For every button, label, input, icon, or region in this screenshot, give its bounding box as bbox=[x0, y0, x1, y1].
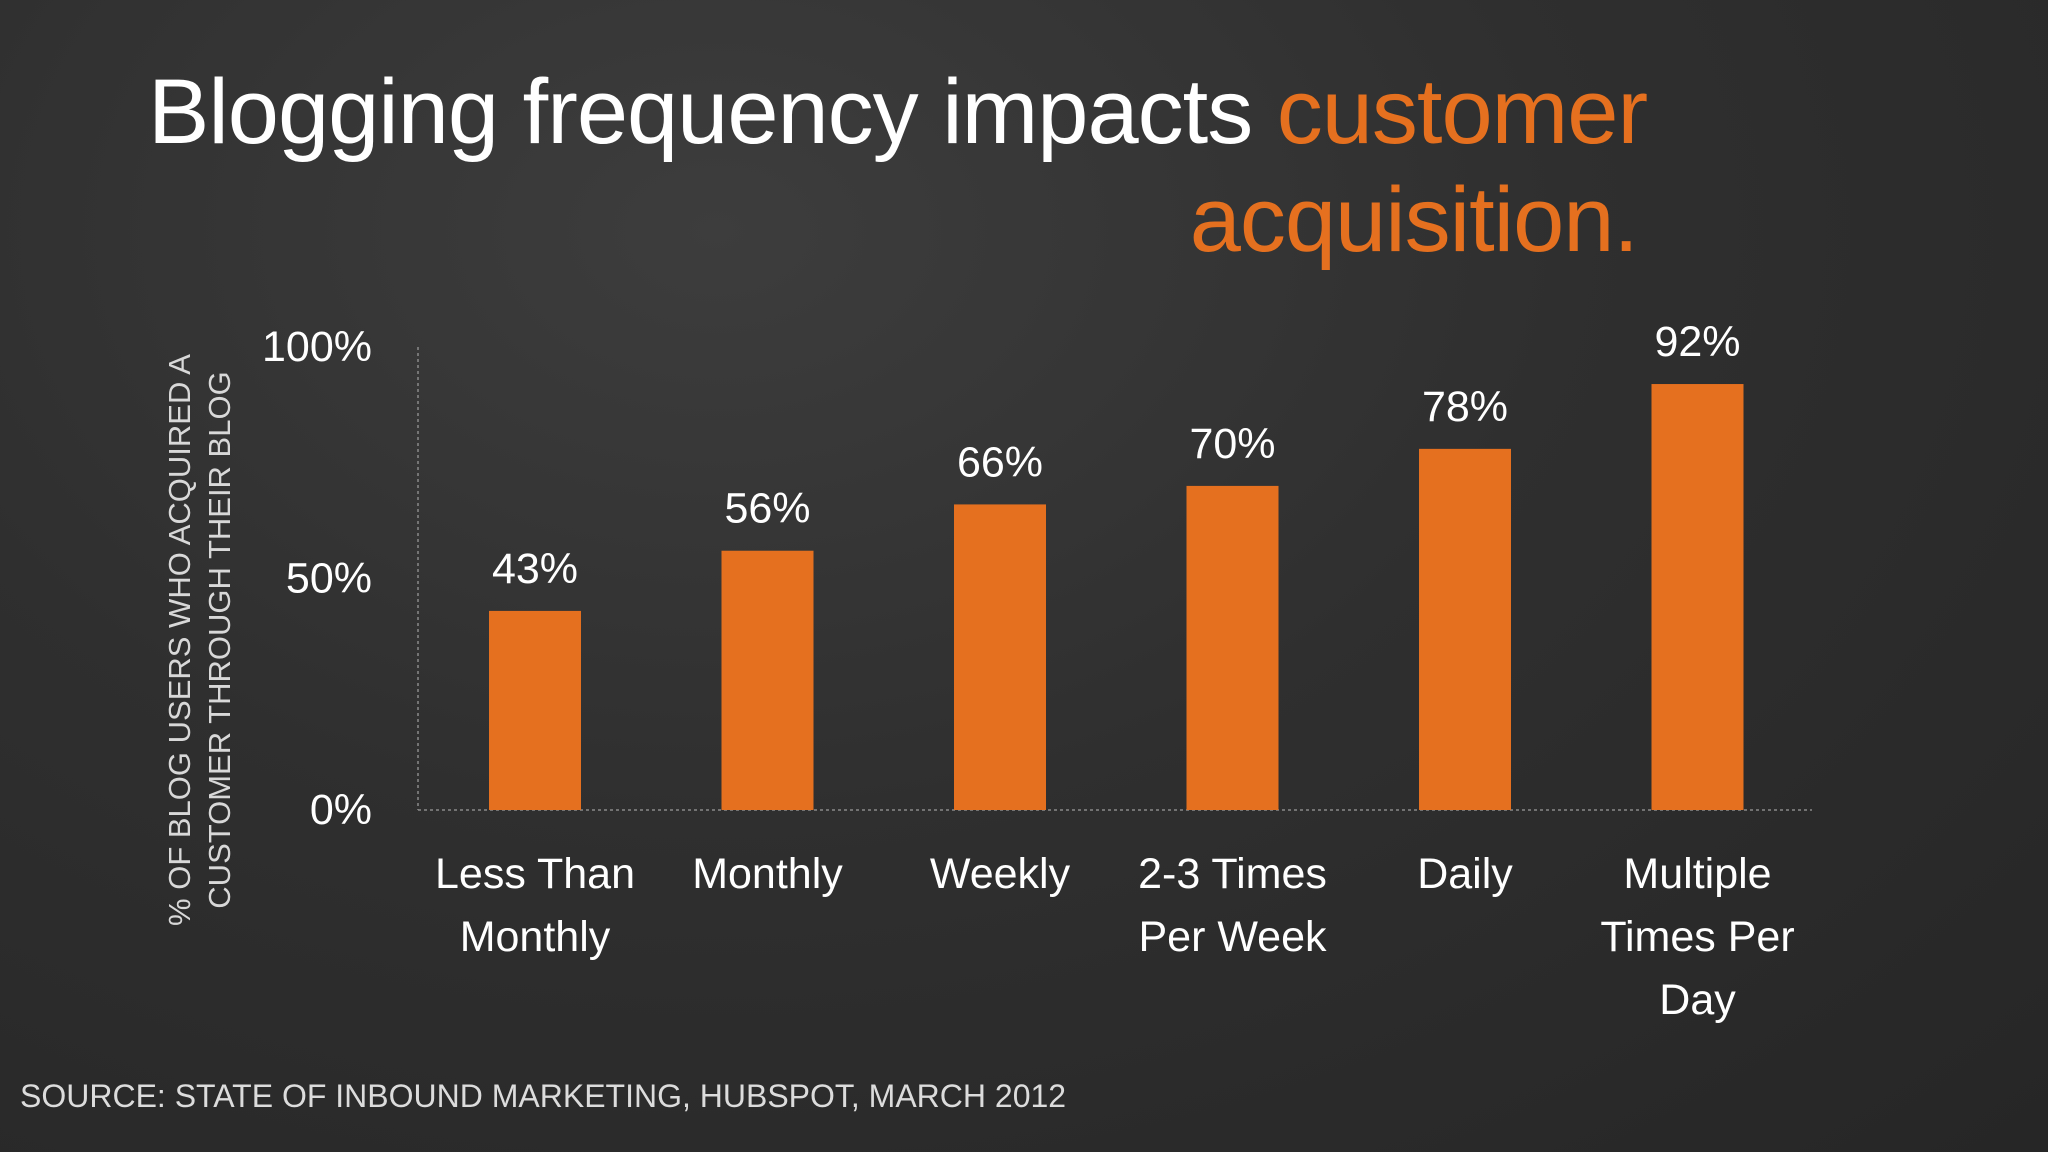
data-label: 43% bbox=[492, 545, 578, 593]
data-labels: 43% 56% 66% 70% 78% 92% bbox=[492, 318, 1741, 593]
y-tick-label: 100% bbox=[262, 323, 372, 371]
category-label: Day bbox=[1659, 976, 1736, 1024]
data-label: 78% bbox=[1422, 383, 1508, 431]
y-tick-labels: 0% 50% 100% bbox=[262, 323, 372, 834]
category-label: Monthly bbox=[692, 850, 843, 898]
chart-bars bbox=[489, 384, 1744, 810]
data-label: 66% bbox=[957, 438, 1043, 486]
title-accent-acquisition: acquisition. bbox=[1189, 169, 1639, 271]
data-label: 56% bbox=[724, 485, 810, 533]
bar bbox=[1651, 384, 1744, 810]
bar bbox=[489, 610, 581, 810]
category-label: Per Week bbox=[1139, 913, 1327, 961]
data-label: 92% bbox=[1654, 318, 1740, 366]
category-label: Less Than bbox=[435, 850, 635, 898]
y-tick-label: 50% bbox=[286, 555, 372, 603]
chart-axes bbox=[417, 347, 1812, 811]
category-label: Monthly bbox=[460, 913, 611, 961]
category-labels: Less Than Monthly Monthly Weekly 2-3 Times Pe… bbox=[435, 850, 1795, 1024]
bar bbox=[1419, 448, 1511, 810]
category-label: 2-3 Times bbox=[1138, 850, 1327, 898]
bar bbox=[1186, 485, 1279, 810]
category-label: Times Per bbox=[1600, 913, 1794, 961]
title-line-1: Blogging frequency impacts customer bbox=[148, 58, 1648, 166]
y-tick-label: 0% bbox=[310, 786, 372, 834]
title-accent-customer: customer bbox=[1276, 61, 1648, 163]
slide-title: Blogging frequency impacts customer acqu… bbox=[148, 58, 1648, 274]
source-note: SOURCE: STATE OF INBOUND MARKETING, HUBS… bbox=[20, 1078, 1067, 1114]
category-label: Weekly bbox=[930, 850, 1071, 898]
data-label: 70% bbox=[1189, 420, 1275, 468]
category-label: Daily bbox=[1417, 850, 1513, 898]
title-main: Blogging frequency impacts bbox=[148, 61, 1253, 163]
category-label: Multiple bbox=[1623, 850, 1771, 898]
bar bbox=[721, 550, 814, 810]
bar bbox=[954, 504, 1046, 810]
